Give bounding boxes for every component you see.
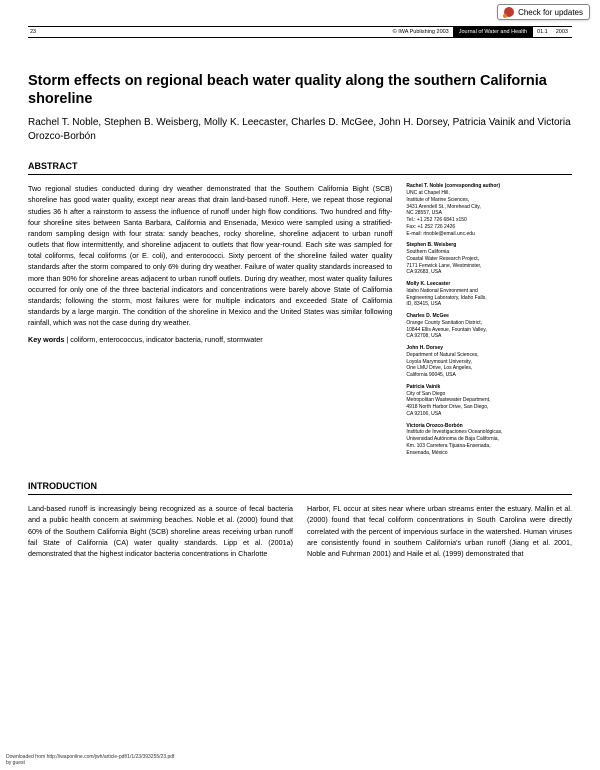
affil-author-name: Stephen B. Weisberg	[406, 242, 572, 249]
abstract-body: Two regional studies conducted during dr…	[28, 184, 392, 327]
affil-author-name: Victoria Orozco-Borbón	[406, 423, 572, 430]
affiliation-block: Patricia VainikCity of San DiegoMetropol…	[406, 384, 572, 418]
keywords-line: Key words | coliform, enterococcus, indi…	[28, 334, 392, 345]
abstract-heading: ABSTRACT	[28, 161, 572, 175]
affil-line: CA 92683, USA	[406, 269, 572, 276]
affil-line: Loyola Marymount University,	[406, 359, 572, 366]
page-header: 23 © IWA Publishing 2003 Journal of Wate…	[28, 26, 572, 38]
affil-line: Instituto de Investigaciones Oceanológic…	[406, 429, 572, 436]
paper-title: Storm effects on regional beach water qu…	[28, 72, 572, 108]
affil-line: 4918 North Harbor Drive, San Diego,	[406, 404, 572, 411]
download-footer: Downloaded from http://iwaponline.com/jw…	[6, 754, 174, 766]
affil-author-name: Rachel T. Noble (corresponding author)	[406, 183, 572, 190]
affil-line: Km. 103 Carretera Tijuana-Ensenada,	[406, 443, 572, 450]
affil-author-name: John H. Dorsey	[406, 345, 572, 352]
paper-authors: Rachel T. Noble, Stephen B. Weisberg, Mo…	[28, 116, 572, 143]
affil-line: Ensenada, México	[406, 450, 572, 457]
journal-name: Journal of Water and Health	[453, 27, 533, 37]
keywords-label: Key words	[28, 335, 64, 344]
affiliation-block: John H. DorseyDepartment of Natural Scie…	[406, 345, 572, 379]
page-number: 23	[28, 29, 48, 35]
abstract-row: Two regional studies conducted during dr…	[28, 183, 572, 461]
affiliations-column: Rachel T. Noble (corresponding author)UN…	[406, 183, 572, 461]
affiliation-block: Victoria Orozco-BorbónInstituto de Inves…	[406, 423, 572, 457]
intro-col-left: Land-based runoff is increasingly being …	[28, 503, 293, 559]
affil-line: 3431 Arendell St., Morehead City,	[406, 204, 572, 211]
affiliation-block: Charles D. McGeeOrange County Sanitation…	[406, 313, 572, 340]
issue-number: 01.1	[533, 29, 552, 35]
affil-line: Universidad Autónoma de Baja California,	[406, 436, 572, 443]
intro-col-right: Harbor, FL occur at sites near where urb…	[307, 503, 572, 559]
affil-line: Department of Natural Sciences,	[406, 352, 572, 359]
affil-line: ID, 83415, USA	[406, 301, 572, 308]
affil-line: Idaho National Environment and	[406, 288, 572, 295]
affil-line: CA 92708, USA	[406, 333, 572, 340]
affil-line: 7171 Fenwick Lane, Westminster,	[406, 263, 572, 270]
crossmark-icon	[504, 7, 514, 17]
affil-line: Orange County Sanitation District,	[406, 320, 572, 327]
affil-line: California 90045, USA	[406, 372, 572, 379]
affil-line: City of San Diego	[406, 391, 572, 398]
keywords-values: coliform, enterococcus, indicator bacter…	[70, 335, 262, 344]
affil-line: Engineering Laboratory, Idaho Falls,	[406, 295, 572, 302]
check-updates-button[interactable]: Check for updates	[497, 4, 590, 20]
affil-line: Institute of Marine Sciences,	[406, 197, 572, 204]
footer-line-2: by guest	[6, 760, 174, 766]
affiliation-block: Molly K. LeecasterIdaho National Environ…	[406, 281, 572, 308]
publisher-text: © IWA Publishing 2003	[48, 29, 453, 35]
issue-year: 2003	[552, 29, 572, 35]
affil-line: Metropolitan Wastewater Department,	[406, 397, 572, 404]
affil-author-name: Charles D. McGee	[406, 313, 572, 320]
page-content: Storm effects on regional beach water qu…	[28, 72, 572, 559]
affil-line: 10844 Ellis Avenue, Fountain Valley,	[406, 327, 572, 334]
affil-line: CA 92106, USA	[406, 411, 572, 418]
affil-line: Coastal Water Research Project,	[406, 256, 572, 263]
affil-line: Fax: +1 252 726 2426	[406, 224, 572, 231]
abstract-text-block: Two regional studies conducted during dr…	[28, 183, 392, 461]
affil-line: UNC at Chapel Hill,	[406, 190, 572, 197]
check-updates-label: Check for updates	[518, 8, 583, 17]
introduction-heading: INTRODUCTION	[28, 481, 572, 495]
affil-author-name: Patricia Vainik	[406, 384, 572, 391]
affiliation-block: Stephen B. WeisbergSouthern CaliforniaCo…	[406, 242, 572, 276]
affil-line: One LMU Drive, Los Angeles,	[406, 365, 572, 372]
affil-line: E-mail: rtnoble@email.unc.edu	[406, 231, 572, 238]
footer-line-1: Downloaded from http://iwaponline.com/jw…	[6, 754, 174, 760]
introduction-columns: Land-based runoff is increasingly being …	[28, 503, 572, 559]
affil-line: NC 28557, USA	[406, 210, 572, 217]
affiliation-block: Rachel T. Noble (corresponding author)UN…	[406, 183, 572, 237]
affil-author-name: Molly K. Leecaster	[406, 281, 572, 288]
affil-line: Tel.: +1 252 726 6841 x150	[406, 217, 572, 224]
affil-line: Southern California	[406, 249, 572, 256]
